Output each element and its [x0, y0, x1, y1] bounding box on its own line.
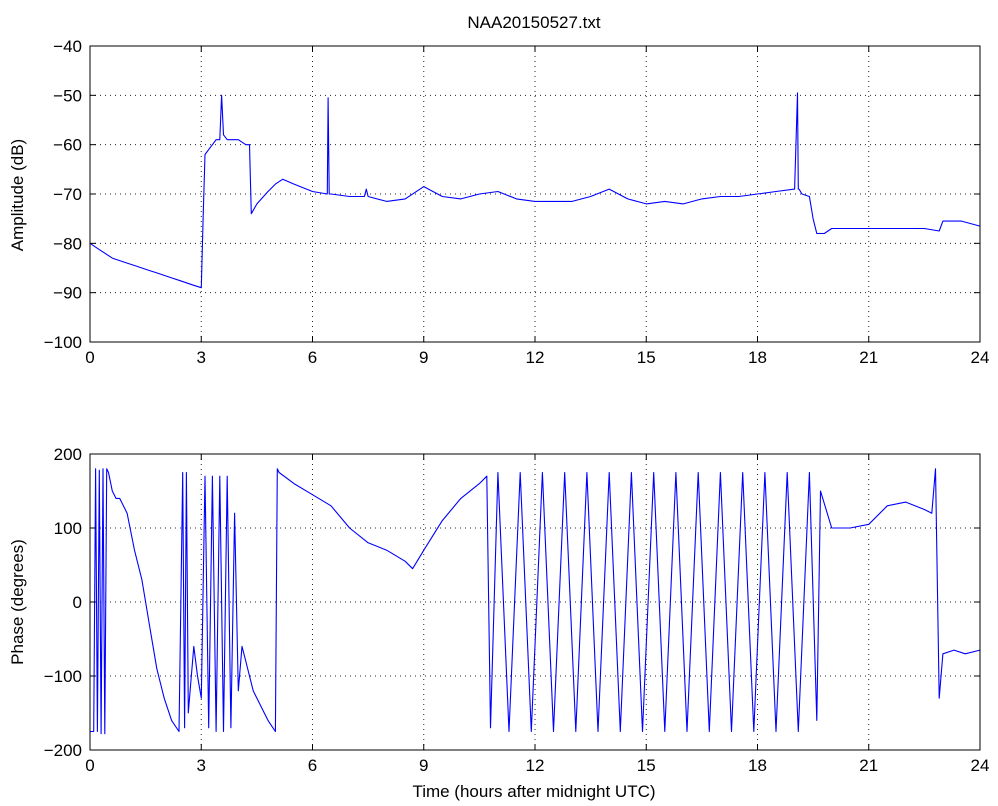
amplitude-xtick-label: 21 — [859, 348, 878, 367]
phase-ytick-label: −200 — [44, 741, 82, 760]
amplitude-ytick-label: −70 — [53, 185, 82, 204]
chart-title: NAA20150527.txt — [467, 13, 601, 32]
phase-ytick-label: 0 — [73, 593, 82, 612]
amplitude-xtick-label: 12 — [526, 348, 545, 367]
phase-xlabel: Time (hours after midnight UTC) — [412, 782, 655, 801]
phase-ylabel: Phase (degrees) — [8, 539, 27, 665]
phase-xtick-label: 6 — [308, 756, 317, 775]
amplitude-ticks: 0 3 6 9 12 15 18 21 24 −100 −90 −80 −70 −60 −50 −40 — [44, 37, 990, 367]
amplitude-ytick-label: −50 — [53, 86, 82, 105]
phase-xtick-label: 9 — [419, 756, 428, 775]
phase-ytick-label: 100 — [54, 519, 82, 538]
phase-xtick-label: 0 — [85, 756, 94, 775]
phase-xtick-label: 21 — [859, 756, 878, 775]
phase-xtick-label: 24 — [971, 756, 990, 775]
amplitude-ytick-label: −90 — [53, 284, 82, 303]
amplitude-xtick-label: 24 — [971, 348, 990, 367]
phase-series-line — [90, 468, 981, 735]
phase-xtick-label: 15 — [637, 756, 656, 775]
phase-xtick-label: 12 — [526, 756, 545, 775]
amplitude-xtick-label: 18 — [748, 348, 767, 367]
amplitude-xtick-label: 6 — [308, 348, 317, 367]
amplitude-ytick-label: −60 — [53, 136, 82, 155]
amplitude-axes: NAA20150527.txt 0 3 6 9 12 15 18 21 24 −100 −90 −80… — [8, 13, 989, 367]
amplitude-xtick-label: 3 — [197, 348, 206, 367]
amplitude-ytick-label: −100 — [44, 333, 82, 352]
amplitude-ytick-label: −80 — [53, 234, 82, 253]
phase-grid — [90, 454, 980, 750]
amplitude-xtick-label: 0 — [85, 348, 94, 367]
amplitude-xtick-label: 15 — [637, 348, 656, 367]
amplitude-xtick-label: 9 — [419, 348, 428, 367]
phase-ytick-label: −100 — [44, 667, 82, 686]
phase-axes: 0 3 6 9 12 15 18 21 24 −200 −100 0 100 200 Phase (deg… — [8, 445, 989, 801]
amplitude-series-line — [89, 92, 981, 289]
phase-xtick-label: 3 — [197, 756, 206, 775]
phase-ytick-label: 200 — [54, 445, 82, 464]
phase-ticks: 0 3 6 9 12 15 18 21 24 −200 −100 0 100 200 — [44, 445, 990, 775]
amplitude-grid — [90, 46, 980, 342]
phase-xtick-label: 18 — [748, 756, 767, 775]
amplitude-ylabel: Amplitude (dB) — [8, 139, 27, 251]
amplitude-ytick-label: −40 — [53, 37, 82, 56]
